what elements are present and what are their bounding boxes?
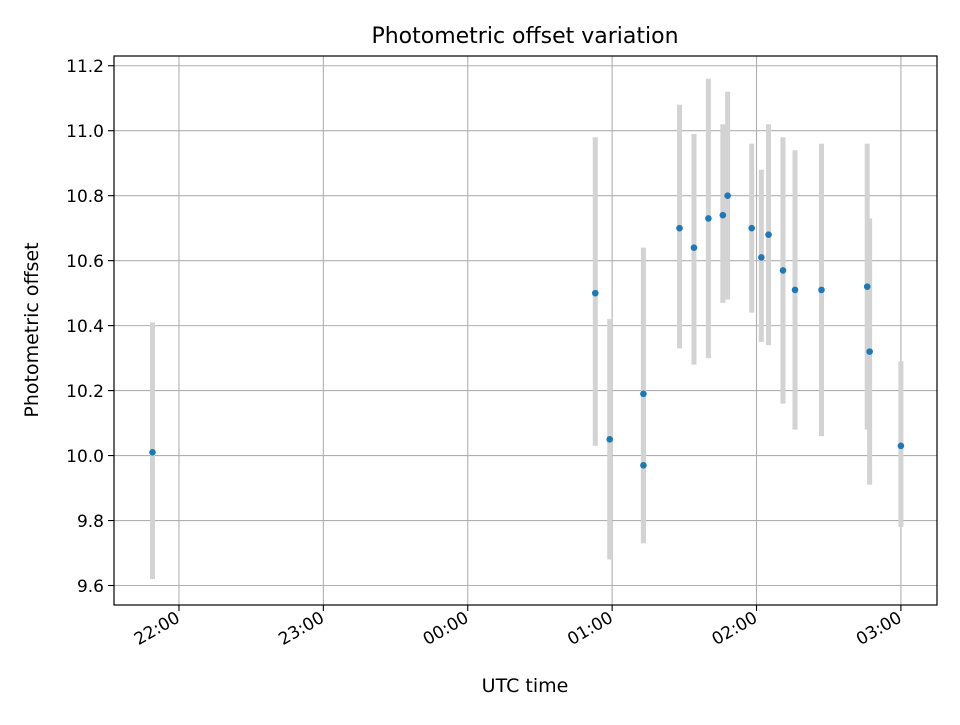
data-point [690, 244, 698, 251]
data-point [719, 211, 727, 219]
data-point [791, 286, 799, 294]
data-point [779, 267, 787, 274]
data-point [724, 192, 731, 199]
y-tick-label: 9.8 [77, 512, 104, 532]
chart-title: Photometric offset variation [371, 24, 678, 49]
y-tick-label: 10.0 [66, 447, 104, 467]
y-tick-label: 10.8 [66, 187, 104, 207]
data-point [758, 254, 765, 261]
y-axis-label: Photometric offset [21, 242, 43, 417]
data-point [640, 390, 647, 398]
plot-frame [113, 55, 938, 606]
y-tick-label: 10.2 [66, 382, 104, 402]
y-tick-label: 11.2 [66, 57, 104, 77]
y-tick-label: 9.6 [77, 577, 104, 597]
y-tick-label: 11.0 [66, 122, 104, 142]
data-point [591, 289, 599, 297]
data-point [765, 231, 772, 238]
data-points [149, 192, 905, 469]
data-point [818, 286, 825, 294]
data-point [897, 442, 905, 450]
data-point [640, 462, 647, 469]
data-point [676, 224, 683, 232]
data-point [606, 436, 614, 443]
data-point [149, 449, 156, 456]
y-axis: 9.6 9.8 10.0 10.2 10.4 10.6 10.8 11.0 11.2 [66, 57, 114, 597]
data-point [863, 283, 871, 290]
y-tick-label: 10.4 [66, 317, 104, 337]
data-point [748, 224, 756, 232]
y-tick-label: 10.6 [66, 252, 104, 272]
data-point [866, 348, 873, 355]
data-point [705, 215, 712, 222]
x-axis-label: UTC time [482, 675, 569, 697]
